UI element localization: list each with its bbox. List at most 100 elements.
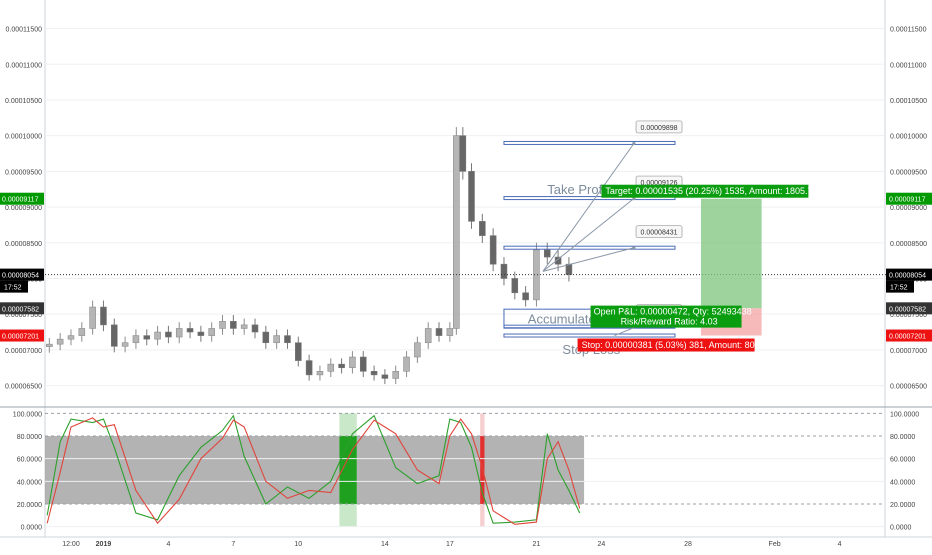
left-oscillator-tick: 0.0000 (21, 525, 43, 532)
risk-reward-label: Risk/Reward Ratio: 4.03 (621, 317, 718, 327)
level-label: 0.00009898 (641, 125, 678, 132)
right-price-tick: 0.00006500 (890, 384, 927, 391)
right-price-badge (886, 302, 932, 315)
left-price-badge (0, 302, 44, 315)
left-price-tick: 0.00007500 (5, 312, 42, 319)
right-price-badge-text: 0.00007201 (889, 334, 926, 341)
oscillator-line-2 (46, 417, 581, 525)
right-price-badge-text: 0.00007582 (889, 306, 926, 313)
candle-body (403, 356, 410, 372)
candle-body (381, 374, 389, 379)
right-price-tick: 0.00007000 (890, 348, 927, 355)
candle-body (500, 263, 508, 279)
candle-body (468, 171, 475, 222)
time-tick: 4 (838, 541, 842, 548)
time-tick: 14 (381, 541, 389, 548)
oscillator-line-1 (46, 414, 581, 524)
candle-body (392, 370, 399, 379)
candle-body (370, 370, 378, 376)
right-price-badge (886, 268, 932, 281)
left-price-tick: 0.00009500 (5, 169, 42, 176)
candle-body (240, 324, 248, 329)
right-price-tick: 0.00008500 (890, 241, 927, 248)
left-price-tick: 0.00006500 (5, 384, 42, 391)
candle-body (479, 221, 486, 236)
time-axis: 12:00 2019 4 7 10 14 17 21 24 28 Feb 4 (62, 541, 841, 548)
candle-body (453, 135, 460, 329)
candle-body (349, 356, 356, 369)
right-price-tick: 0.00009500 (890, 169, 927, 176)
candle-body (554, 256, 562, 265)
stop-label: Stop: 0.00000381 (5.03%) 381, Amount: 80… (582, 340, 760, 350)
oscillator-pane: 100.0000 100.0000 80.0000 80.0000 60.0000 60.… (13, 411, 920, 531)
candle-body (197, 331, 205, 336)
time-tick: 28 (684, 541, 692, 548)
candle-body (316, 370, 324, 376)
time-tick: 12:00 (62, 541, 80, 548)
projection-arrow (542, 247, 634, 272)
right-price-tick: 0.00011500 (890, 27, 927, 34)
right-oscillator-tick: 0.0000 (890, 525, 912, 532)
arrow-head (632, 141, 636, 146)
candle-body (273, 335, 280, 344)
right-price-tick: 0.00010000 (890, 134, 927, 141)
candle-body (305, 360, 313, 376)
candle-body (230, 321, 237, 329)
candle-body (446, 328, 454, 336)
oscillator-band (45, 436, 585, 504)
right-oscillator-tick: 20.0000 (890, 502, 915, 509)
candle-body (165, 331, 172, 338)
target-label: Target: 0.00001535 (20.25%) 1535, Amount… (605, 186, 817, 196)
right-price-badge-text: 0.00009117 (889, 197, 926, 204)
projection-arrow (542, 198, 635, 272)
candle-body (46, 343, 53, 347)
time-tick: 17 (446, 541, 454, 548)
candle-body (359, 356, 367, 372)
level-line (503, 245, 676, 250)
left-oscillator-tick: 100.0000 (13, 411, 42, 418)
left-time-badge-text: 17:52 (4, 285, 22, 292)
candle-body (121, 342, 129, 347)
right-time-badge (886, 280, 914, 293)
projection-arrow (542, 143, 635, 272)
right-oscillator-tick: 40.0000 (890, 479, 915, 486)
left-oscillator-tick: 60.0000 (17, 457, 42, 464)
level-line (503, 196, 676, 201)
drawings: 0.000098980.000091260.000084310.00007325… (0, 120, 932, 357)
candle-body (424, 328, 432, 344)
level-line (503, 140, 676, 145)
left-price-badge-text: 0.00007201 (2, 334, 39, 341)
left-price-badge-text: 0.00008054 (2, 273, 39, 280)
candle-body (533, 249, 540, 301)
left-price-badge (0, 192, 44, 205)
time-tick: 2019 (96, 541, 112, 548)
candle-body (435, 328, 443, 336)
left-price-badge (0, 268, 44, 281)
level-label: 0.00009126 (641, 180, 678, 187)
time-tick: 10 (294, 541, 302, 548)
candle-body (175, 328, 183, 338)
right-price-tick: 0.00009000 (890, 205, 927, 212)
left-price-tick: 0.00008500 (5, 241, 42, 248)
candle-body (414, 342, 421, 358)
time-tick: Feb (769, 541, 781, 548)
time-tick: 24 (597, 541, 605, 548)
left-oscillator-tick: 80.0000 (17, 434, 42, 441)
candle-body (565, 263, 573, 275)
candle-body (100, 306, 107, 326)
right-price-badge (886, 329, 932, 342)
candle-body (67, 335, 75, 340)
left-price-tick: 0.00007000 (5, 348, 42, 355)
candle-body (543, 249, 551, 258)
time-tick: 4 (166, 541, 170, 548)
left-price-badge (0, 329, 44, 342)
candle-body (295, 342, 302, 361)
candle-body (143, 335, 151, 340)
candle-body (78, 328, 86, 336)
left-price-tick: 0.00010500 (5, 98, 42, 105)
time-tick: 7 (231, 541, 235, 548)
candle-body (154, 331, 161, 340)
left-price-badge-text: 0.00007582 (2, 306, 39, 313)
